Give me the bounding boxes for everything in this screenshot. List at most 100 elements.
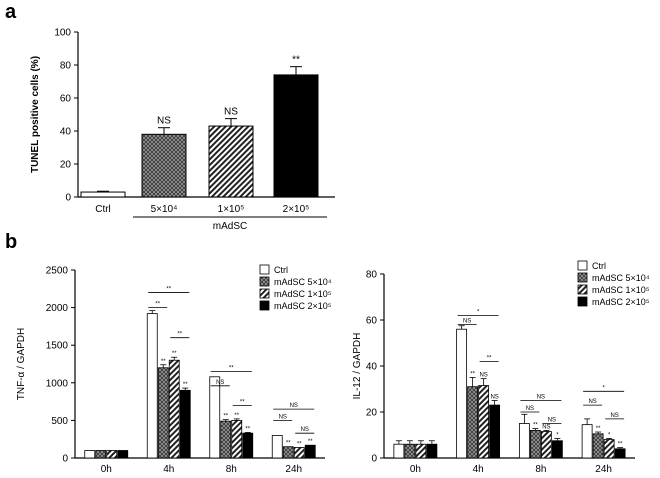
x-tick-label: 8h xyxy=(226,464,237,475)
bar-significance: ** xyxy=(234,413,239,419)
bracket-label: ** xyxy=(177,332,182,338)
bracket-label: NS xyxy=(301,427,309,433)
bar xyxy=(84,450,96,459)
bar-significance: * xyxy=(608,432,611,438)
bar xyxy=(157,367,169,459)
bar-significance: ** xyxy=(533,423,538,429)
bar xyxy=(304,444,316,459)
x-tick-label: 24h xyxy=(285,464,302,475)
x-tick-label: 5×10⁴ xyxy=(151,204,178,215)
x-tick-label: 8h xyxy=(535,464,546,475)
bar-significance: ** xyxy=(286,441,291,447)
bracket-label: ** xyxy=(240,399,245,405)
bracket-label: NS xyxy=(526,406,534,412)
panel-label-b: b xyxy=(5,231,17,253)
y-axis-label: TUNEL positive cells (%) xyxy=(30,56,41,173)
bracket-label: NS xyxy=(548,418,556,424)
y-tick-label: 0 xyxy=(62,454,68,465)
bar-significance: NS xyxy=(542,424,550,430)
bracket-label: ** xyxy=(155,302,160,308)
legend-label: mAdSC 2×10⁵ xyxy=(592,297,650,307)
bar xyxy=(529,429,541,459)
bracket-label: NS xyxy=(216,380,224,386)
bar xyxy=(106,450,118,459)
bar-significance: ** xyxy=(618,442,623,448)
bar xyxy=(209,376,221,459)
bar xyxy=(168,359,180,459)
bar-significance: ** xyxy=(596,426,601,432)
legend-swatch xyxy=(577,260,588,271)
bracket-label: * xyxy=(602,385,605,391)
y-tick-label: 20 xyxy=(366,408,378,419)
x-tick-label: 0h xyxy=(101,464,112,475)
bracket-label: NS xyxy=(610,413,618,419)
x-tick-label: 1×10⁵ xyxy=(218,204,245,215)
bar-significance: ** xyxy=(223,414,228,420)
bar-significance: ** xyxy=(308,439,313,445)
bar xyxy=(208,125,254,198)
legend-label: mAdSC 5×10⁴ xyxy=(274,277,332,287)
bar xyxy=(415,443,427,459)
bar xyxy=(426,443,438,459)
bar-significance: ** xyxy=(245,426,250,432)
bar xyxy=(179,389,191,459)
bar xyxy=(581,424,593,459)
y-tick-label: 2500 xyxy=(46,266,69,277)
y-tick-label: 80 xyxy=(60,61,72,72)
legend-swatch xyxy=(577,284,588,295)
y-tick-label: 60 xyxy=(366,316,378,327)
y-tick-label: 1000 xyxy=(46,378,69,389)
bar xyxy=(220,420,232,459)
bar xyxy=(117,450,129,459)
significance-label: ** xyxy=(292,55,300,66)
bar xyxy=(551,440,563,459)
y-axis-label: IL-12 / GAPDH xyxy=(352,333,363,400)
bar xyxy=(478,385,490,459)
bar xyxy=(282,446,294,459)
y-tick-label: 40 xyxy=(60,127,72,138)
bar xyxy=(231,419,243,459)
y-axis-label: TNF-α / GAPDH xyxy=(16,328,27,400)
bracket-label: ** xyxy=(487,355,492,361)
bar xyxy=(614,448,626,459)
bar xyxy=(592,433,604,459)
bar xyxy=(95,450,107,459)
bar xyxy=(273,74,319,198)
x-tick-label: 4h xyxy=(473,464,484,475)
bar xyxy=(489,404,501,459)
y-tick-label: 0 xyxy=(65,193,71,204)
x-tick-label: 0h xyxy=(410,464,421,475)
legend-label: mAdSC 1×10⁵ xyxy=(274,289,332,299)
bracket-label: NS xyxy=(588,399,596,405)
significance-label: NS xyxy=(224,107,238,118)
bar-significance: ** xyxy=(297,441,302,447)
y-tick-label: 60 xyxy=(60,94,72,105)
bracket-label: NS xyxy=(537,395,545,401)
x-tick-label: 24h xyxy=(595,464,612,475)
bracket-label: * xyxy=(477,309,480,315)
bar-significance: ** xyxy=(161,359,166,365)
y-tick-label: 100 xyxy=(54,28,71,39)
legend-swatch xyxy=(259,288,270,299)
legend-label: mAdSC 5×10⁴ xyxy=(592,273,650,283)
bar-significance: NS xyxy=(490,395,498,401)
y-tick-label: 40 xyxy=(366,362,378,373)
bar xyxy=(540,431,552,459)
bar-significance: ** xyxy=(172,351,177,357)
y-tick-label: 0 xyxy=(371,454,377,465)
legend-swatch xyxy=(259,300,270,311)
x-tick-label: 4h xyxy=(163,464,174,475)
bar-significance: ** xyxy=(183,382,188,388)
bar xyxy=(242,432,254,459)
bracket-label: ** xyxy=(166,287,171,293)
tunel-chart: 0 20 40 60 80 100 TUNEL positive cells (%) Ctrl… xyxy=(30,28,335,232)
significance-label: NS xyxy=(157,116,171,127)
y-tick-label: 500 xyxy=(51,416,68,427)
bar xyxy=(518,423,530,459)
bracket-label: NS xyxy=(463,319,471,325)
y-tick-label: 80 xyxy=(366,270,378,281)
x-tick-label: Ctrl xyxy=(95,204,111,215)
y-tick-label: 1500 xyxy=(46,341,69,352)
